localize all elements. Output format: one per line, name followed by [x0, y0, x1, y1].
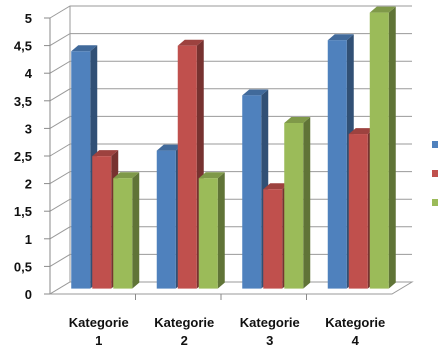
bar-top	[113, 172, 140, 179]
chart-floor	[48, 281, 414, 295]
bars	[71, 6, 396, 289]
x-tick-label: Kategorie	[325, 315, 385, 330]
bar-top	[177, 39, 204, 46]
bar	[177, 45, 197, 289]
bar	[284, 123, 304, 289]
bar	[348, 134, 368, 289]
bar	[198, 178, 218, 289]
bar-side	[303, 117, 311, 289]
x-axis-labels: Kategorie 1 Kategorie 2 Kategorie 3 Kategorie 4	[69, 315, 385, 348]
y-tick-label: 2	[25, 177, 32, 192]
y-tick-label: 3	[25, 121, 32, 136]
bar-side	[132, 172, 140, 289]
bar	[71, 51, 91, 289]
bar-top	[263, 183, 290, 190]
bar-top	[369, 6, 396, 13]
x-tick-label: 1	[95, 333, 102, 348]
x-tick-label: 4	[352, 333, 360, 348]
y-tick-label: 3,5	[14, 94, 32, 109]
bar	[156, 150, 176, 289]
legend-swatch	[432, 141, 438, 148]
bar	[113, 178, 133, 289]
bar	[92, 156, 112, 289]
x-tick-label: 2	[181, 333, 188, 348]
y-tick-label: 1	[25, 232, 32, 247]
bar-side	[388, 6, 396, 289]
y-tick-label: 0,5	[14, 259, 32, 274]
bar	[242, 95, 262, 289]
gridline	[49, 5, 412, 19]
legend	[432, 141, 438, 206]
y-axis-ticks: 0 0,5 1 1,5 2 2,5 3 3,5 4 4,5 5	[14, 11, 50, 302]
y-tick-label: 0	[25, 287, 32, 302]
gridline	[49, 115, 412, 129]
x-tick-label: Kategorie	[69, 315, 129, 330]
y-tick-label: 4,5	[14, 39, 32, 54]
axes	[48, 6, 414, 300]
legend-swatch	[432, 170, 438, 177]
bar	[263, 189, 283, 289]
x-tick-label: Kategorie	[240, 315, 300, 330]
x-tick-label: Kategorie	[154, 315, 214, 330]
bar-top	[198, 172, 225, 179]
gridline	[49, 88, 412, 102]
x-tick-label: 3	[266, 333, 273, 348]
gridline	[49, 33, 412, 47]
y-tick-label: 1,5	[14, 204, 32, 219]
bar	[327, 40, 347, 289]
bar-top	[71, 45, 98, 52]
bar-top	[156, 144, 183, 151]
bar-top	[348, 128, 375, 135]
legend-swatch	[432, 199, 438, 206]
gridline	[49, 60, 412, 74]
bar-top	[284, 117, 311, 123]
bar-top	[242, 89, 269, 96]
bar	[369, 12, 389, 289]
bar-top	[92, 150, 119, 157]
bar-side	[217, 172, 225, 289]
y-tick-label: 2,5	[14, 149, 32, 164]
y-tick-label: 5	[25, 11, 32, 26]
y-tick-label: 4	[25, 66, 33, 81]
bar-top	[327, 34, 354, 41]
